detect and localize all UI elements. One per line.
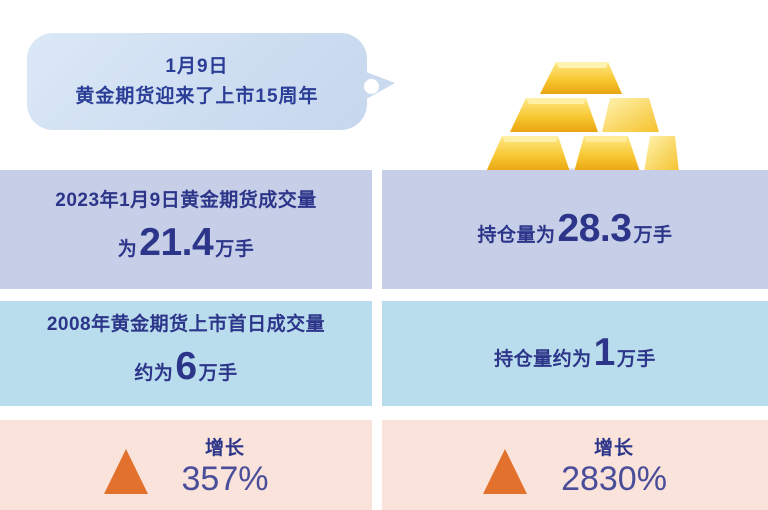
- stat-volume-2008-pre: 约为: [134, 363, 174, 384]
- stat-box-position-2008: 持仓量约为1 万手: [382, 301, 768, 406]
- anniversary-bubble: 1月9日 黄金期货迎来了上市15周年: [27, 33, 367, 130]
- stat-volume-2023-pre: 为: [117, 239, 138, 260]
- stat-position-2008-value: 1: [593, 331, 616, 375]
- growth-position-value: 2830%: [561, 459, 667, 498]
- stat-volume-2008-value-line: 约为6 万手: [134, 339, 237, 396]
- stat-volume-2008-label: 2008年黄金期货上市首日成交量: [46, 314, 326, 336]
- growth-box-position: 增长 2830%: [382, 420, 768, 510]
- bubble-date: 1月9日: [165, 56, 229, 78]
- up-triangle-icon: [483, 449, 528, 495]
- growth-volume-label: 增长: [204, 437, 245, 459]
- stat-box-position-2023: 持仓量为28.3 万手: [382, 170, 768, 289]
- stat-volume-2023-value: 21.4: [139, 221, 214, 264]
- bubble-title: 黄金期货迎来了上市15周年: [75, 85, 319, 107]
- growth-box-volume: 增长 357%: [0, 420, 372, 510]
- stat-volume-2023-label: 2023年1月9日黄金期货成交量: [55, 190, 317, 212]
- up-triangle-icon: [103, 449, 148, 495]
- bubble-dot-decoration: [364, 79, 379, 94]
- stat-position-2023-value-line: 持仓量为28.3 万手: [478, 201, 673, 258]
- stat-position-2023-value: 28.3: [557, 207, 632, 251]
- stat-box-volume-2023: 2023年1月9日黄金期货成交量 为21.4 万手: [0, 170, 372, 289]
- stat-position-2023-pre: 持仓量为: [477, 225, 556, 247]
- stat-volume-2023-value-line: 为21.4 万手: [118, 215, 254, 272]
- stat-volume-2008-value: 6: [175, 345, 197, 388]
- stat-position-2023-unit: 万手: [633, 225, 673, 247]
- stat-volume-2008-unit: 万手: [198, 363, 238, 384]
- stat-position-2008-pre: 持仓量约为: [494, 349, 592, 371]
- gold-bars-icon: [472, 48, 684, 190]
- stat-box-volume-2008: 2008年黄金期货上市首日成交量 约为6 万手: [0, 301, 372, 406]
- stat-position-2008-value-line: 持仓量约为1 万手: [494, 325, 656, 382]
- stat-position-2008-unit: 万手: [616, 349, 656, 371]
- growth-volume-value: 357%: [181, 459, 269, 498]
- growth-position-label: 增长: [593, 437, 634, 459]
- stat-volume-2023-unit: 万手: [215, 239, 255, 260]
